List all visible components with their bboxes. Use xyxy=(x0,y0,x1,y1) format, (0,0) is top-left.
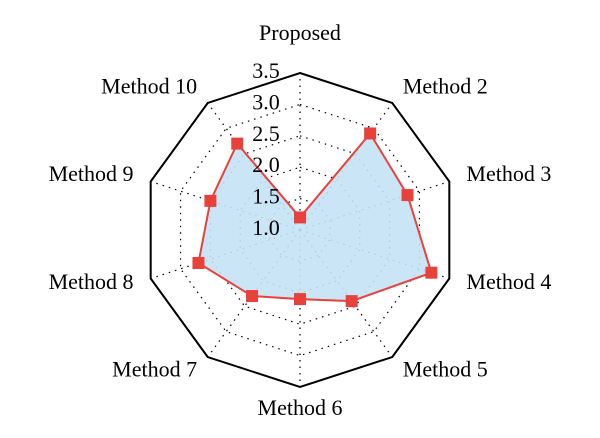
data-point xyxy=(231,137,244,150)
category-label: Method 6 xyxy=(258,395,343,420)
r-tick-label: 1.0 xyxy=(252,215,280,240)
data-point xyxy=(401,189,414,202)
data-point xyxy=(425,266,438,279)
r-tick-label: 2.5 xyxy=(252,121,280,146)
category-label: Method 3 xyxy=(466,161,551,186)
r-tick-label: 3.5 xyxy=(252,58,280,83)
data-point xyxy=(192,256,205,269)
data-point xyxy=(364,127,377,140)
category-label: Method 5 xyxy=(403,357,488,382)
data-area xyxy=(197,131,433,303)
data-point xyxy=(204,194,217,207)
category-label: Method 7 xyxy=(112,357,197,382)
category-label: Method 10 xyxy=(101,73,197,98)
data-point xyxy=(294,293,306,306)
category-label: Method 4 xyxy=(466,269,551,294)
r-tick-label: 3.0 xyxy=(252,89,280,114)
data-point xyxy=(294,211,306,224)
r-tick-label: 1.5 xyxy=(252,184,280,209)
category-label: Method 2 xyxy=(403,73,488,98)
data-point xyxy=(246,290,259,303)
data-point xyxy=(345,295,358,308)
category-label: Method 8 xyxy=(49,269,134,294)
r-tick-label: 2.0 xyxy=(252,152,280,177)
category-label: Method 9 xyxy=(49,161,134,186)
category-label: Proposed xyxy=(259,20,341,45)
